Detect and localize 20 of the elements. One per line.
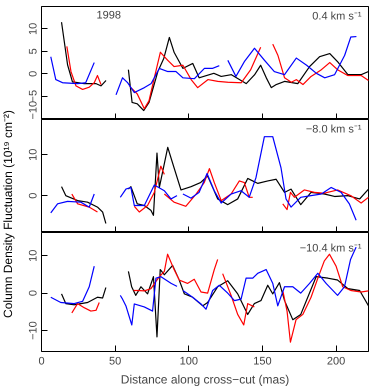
x-tick-label: 200 xyxy=(326,356,346,368)
x-axis-title: Distance along cross−cut (mas) xyxy=(120,372,290,386)
y-tick-label: 0 xyxy=(28,70,40,77)
y-tick-label: −10 xyxy=(28,100,40,120)
x-tick-label: 100 xyxy=(180,356,198,368)
y-axis-title: Column Density Fluctuation (10¹⁹ cm⁻²) xyxy=(0,109,16,320)
x-tick-label: 50 xyxy=(109,356,122,368)
y-tick-label: 0 xyxy=(28,192,40,199)
annotation: 0.4 km s⁻¹ xyxy=(312,10,362,22)
annotation: −10.4 km s⁻¹ xyxy=(300,242,362,254)
annotation: 1998 xyxy=(96,10,121,22)
x-tick-label: 150 xyxy=(253,356,272,368)
annotation: −8.0 km s⁻¹ xyxy=(306,124,362,136)
y-tick-label: 10 xyxy=(28,22,40,36)
y-tick-label: 0 xyxy=(28,290,40,296)
y-tick-label: −5 xyxy=(28,90,40,102)
y-tick-label: 5 xyxy=(28,48,40,54)
y-tick-label: 10 xyxy=(28,148,40,161)
y-tick-label: −10 xyxy=(28,321,40,340)
y-tick-label: 10 xyxy=(28,250,40,262)
